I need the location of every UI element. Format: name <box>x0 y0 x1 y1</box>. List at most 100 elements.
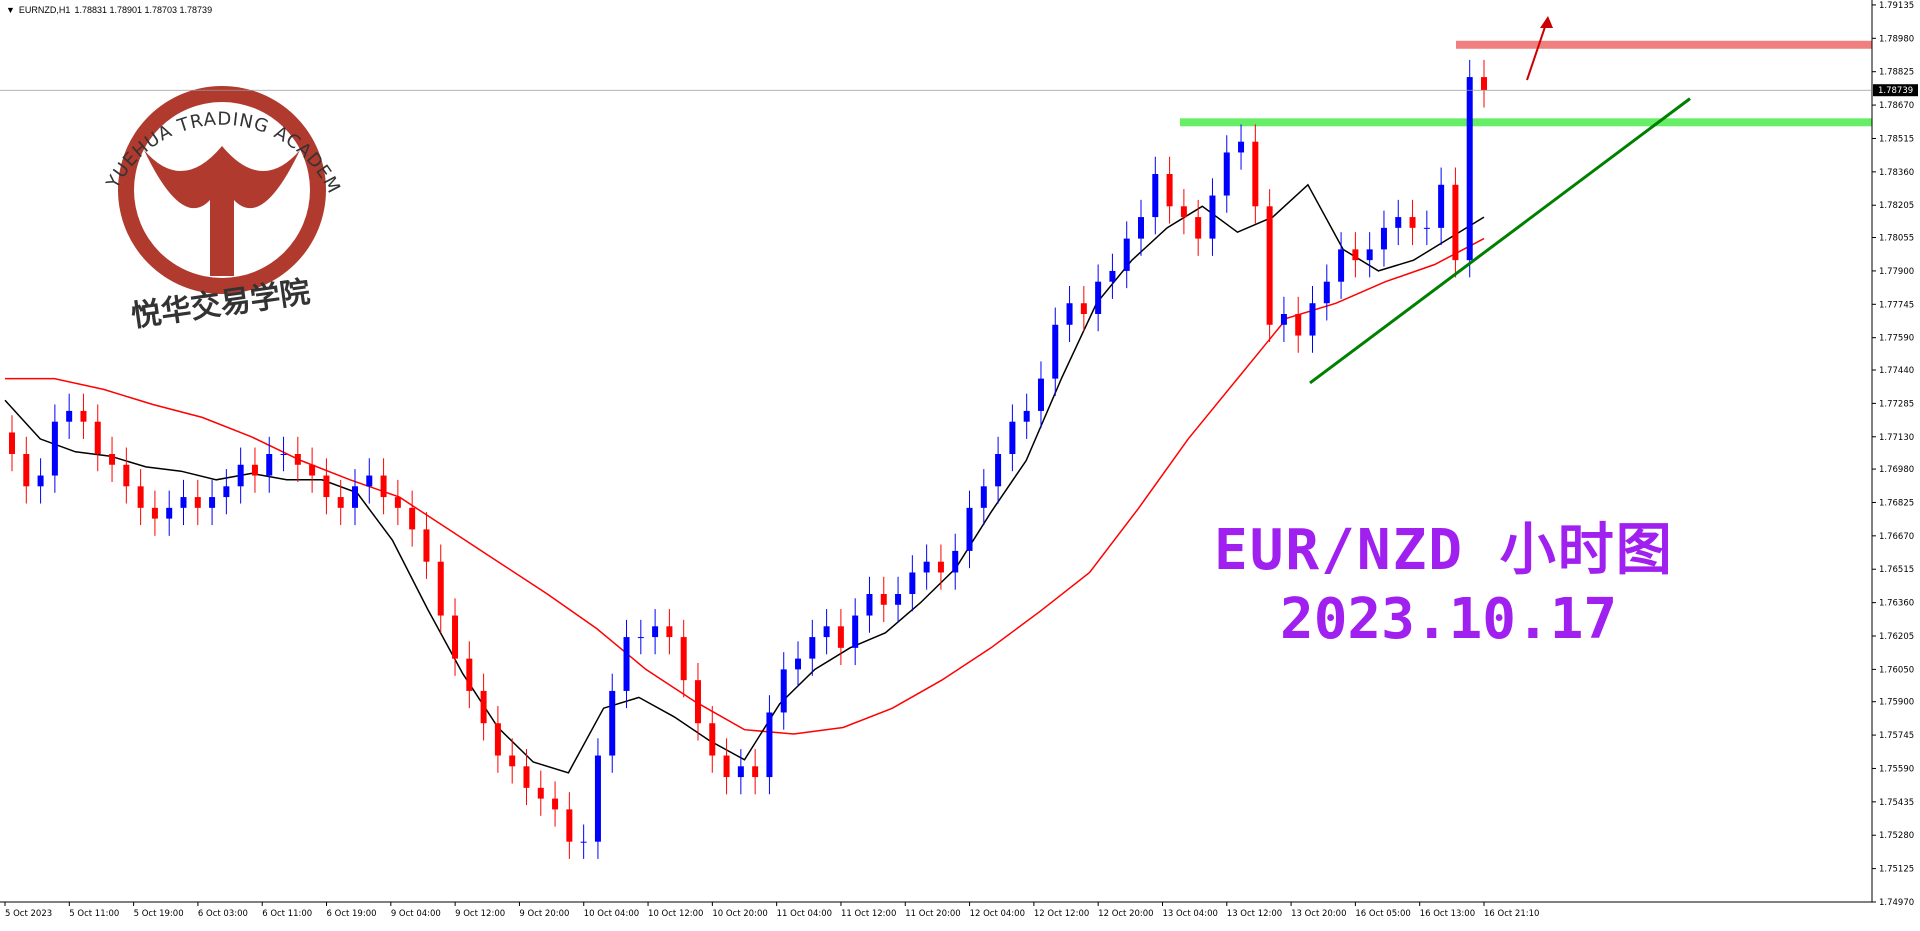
candle-body <box>480 690 487 724</box>
y-tick-label: 1.78980 <box>1879 34 1914 44</box>
candle-body <box>166 507 173 519</box>
candle-body <box>880 594 887 605</box>
candle-body <box>280 454 287 455</box>
y-tick-label: 1.77285 <box>1879 399 1914 409</box>
candle-body <box>1252 141 1259 207</box>
candle-body <box>1138 217 1145 239</box>
x-tick-label: 16 Oct 21:10 <box>1484 909 1539 919</box>
candle-body <box>737 766 744 778</box>
candle-body <box>995 454 1002 487</box>
breakout-arrow <box>1526 17 1549 81</box>
candle-body <box>637 637 644 639</box>
candle-body <box>1166 174 1173 207</box>
y-tick-label: 1.78205 <box>1879 201 1914 211</box>
candle-body <box>1066 303 1073 325</box>
candle-body <box>909 572 916 594</box>
y-tick-label: 1.77590 <box>1879 334 1914 344</box>
candle-body <box>666 626 673 638</box>
current-price-tag <box>1873 84 1918 97</box>
x-tick-label: 11 Oct 20:00 <box>905 909 960 919</box>
candle-body <box>952 550 959 573</box>
candle-body <box>523 766 530 788</box>
x-tick-label: 5 Oct 11:00 <box>69 909 119 919</box>
candle-body <box>1323 281 1330 304</box>
x-tick-label: 11 Oct 12:00 <box>841 909 896 919</box>
candle-body <box>494 723 501 756</box>
x-tick-label: 9 Oct 20:00 <box>519 909 569 919</box>
y-tick-label: 1.76980 <box>1879 465 1914 475</box>
candle-body <box>380 475 387 498</box>
candle-body <box>366 475 373 487</box>
logo-emblem <box>144 146 300 276</box>
y-tick-label: 1.78515 <box>1879 134 1914 144</box>
y-tick-label: 1.79135 <box>1879 1 1914 11</box>
candle-body <box>466 658 473 691</box>
candle-body <box>823 626 830 638</box>
candle-body <box>1295 314 1302 336</box>
candle-body <box>1266 206 1273 325</box>
candle-body <box>1366 249 1373 261</box>
y-tick-label: 1.76670 <box>1879 532 1914 542</box>
x-tick-label: 6 Oct 11:00 <box>262 909 312 919</box>
candle-body <box>895 594 902 605</box>
candle-body <box>594 755 601 842</box>
x-tick-label: 10 Oct 20:00 <box>712 909 767 919</box>
candle-body <box>194 497 201 508</box>
candle-body <box>837 626 844 648</box>
y-tick-label: 1.75435 <box>1879 798 1914 808</box>
candle-body <box>652 626 659 638</box>
x-tick-label: 12 Oct 12:00 <box>1034 909 1089 919</box>
candle-body <box>23 454 30 487</box>
x-tick-label: 5 Oct 2023 <box>5 909 52 919</box>
dropdown-icon[interactable]: ▼ <box>6 5 15 15</box>
ohlc-values: 1.78831 1.78901 1.78703 1.78739 <box>74 5 213 15</box>
candle-body <box>123 464 130 487</box>
moving-averages <box>4 183 1485 774</box>
x-tick-label: 6 Oct 03:00 <box>198 909 248 919</box>
x-tick-label: 9 Oct 04:00 <box>391 909 441 919</box>
candle-body <box>266 454 273 476</box>
candle-body <box>752 766 759 778</box>
x-tick-label: 13 Oct 12:00 <box>1227 909 1282 919</box>
candle-body <box>423 529 430 562</box>
x-tick-label: 16 Oct 13:00 <box>1420 909 1475 919</box>
candle-body <box>1338 249 1345 282</box>
candle-body <box>866 594 873 616</box>
x-tick-label: 6 Oct 19:00 <box>327 909 377 919</box>
candle-body <box>209 497 216 508</box>
candle-body <box>680 637 687 681</box>
candle-body <box>452 615 459 659</box>
ma-fast-line <box>4 183 1485 774</box>
candle-body <box>1023 410 1030 422</box>
candle-body <box>609 690 616 756</box>
academy-logo: YUEHUA TRADING ACADEMY悦华交易学院 <box>0 0 343 334</box>
x-tick-label: 10 Oct 12:00 <box>648 909 703 919</box>
support-resistance-zones <box>1180 40 1872 127</box>
candle-body <box>923 561 930 573</box>
current-price-label: 1.78739 <box>1878 86 1913 96</box>
annotation-date: 2023.10.17 <box>1280 587 1618 652</box>
y-tick-label: 1.76050 <box>1879 665 1914 675</box>
candle-body <box>1280 314 1287 325</box>
candle-body <box>623 637 630 691</box>
candle-body <box>1223 152 1230 196</box>
annotation-title: EUR/NZD 小时图 <box>1214 518 1674 583</box>
candle-body <box>437 561 444 616</box>
candle-body <box>109 454 116 465</box>
y-tick-label: 1.78360 <box>1879 168 1914 178</box>
candle-body <box>51 421 58 476</box>
candle-body <box>1109 270 1116 282</box>
candle-body <box>1309 303 1316 336</box>
candle-body <box>394 497 401 508</box>
candle-body <box>180 497 187 508</box>
x-tick-label: 12 Oct 04:00 <box>970 909 1025 919</box>
candle-body <box>852 615 859 648</box>
candle-body <box>251 464 258 476</box>
x-tick-label: 11 Oct 04:00 <box>777 909 832 919</box>
candle-body <box>780 669 787 713</box>
x-tick-label: 16 Oct 05:00 <box>1355 909 1410 919</box>
candle-body <box>566 809 573 842</box>
